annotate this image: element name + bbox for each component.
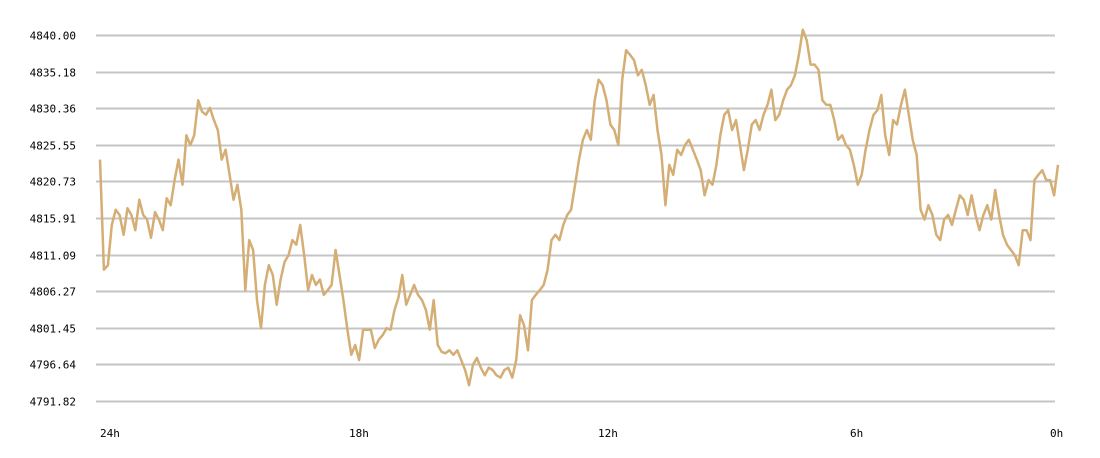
y-tick-label: 4840.00: [30, 30, 76, 43]
y-tick-label: 4811.09: [30, 250, 76, 263]
gridlines: [96, 34, 1055, 403]
y-tick-label: 4806.27: [30, 286, 76, 299]
y-tick-label: 4825.55: [30, 140, 76, 153]
y-axis-tick-labels: 4840.00 4835.18 4830.36 4825.55 4820.73 4815.…: [30, 30, 77, 409]
x-tick-label: 18h: [349, 427, 369, 440]
x-tick-label: 24h: [100, 427, 120, 440]
y-tick-label: 4796.64: [30, 359, 77, 372]
y-tick-label: 4801.45: [30, 323, 76, 336]
y-tick-label: 4835.18: [30, 67, 76, 80]
y-tick-label: 4815.91: [30, 213, 76, 226]
x-tick-label: 12h: [598, 427, 618, 440]
x-axis-tick-labels: 24h 18h 12h 6h 0h: [100, 427, 1063, 440]
x-tick-label: 6h: [850, 427, 863, 440]
x-tick-label: 0h: [1050, 427, 1063, 440]
y-tick-label: 4830.36: [30, 103, 76, 116]
series-line-price: [98, 28, 1060, 387]
y-tick-label: 4820.73: [30, 176, 76, 189]
y-tick-label: 4791.82: [30, 396, 76, 409]
